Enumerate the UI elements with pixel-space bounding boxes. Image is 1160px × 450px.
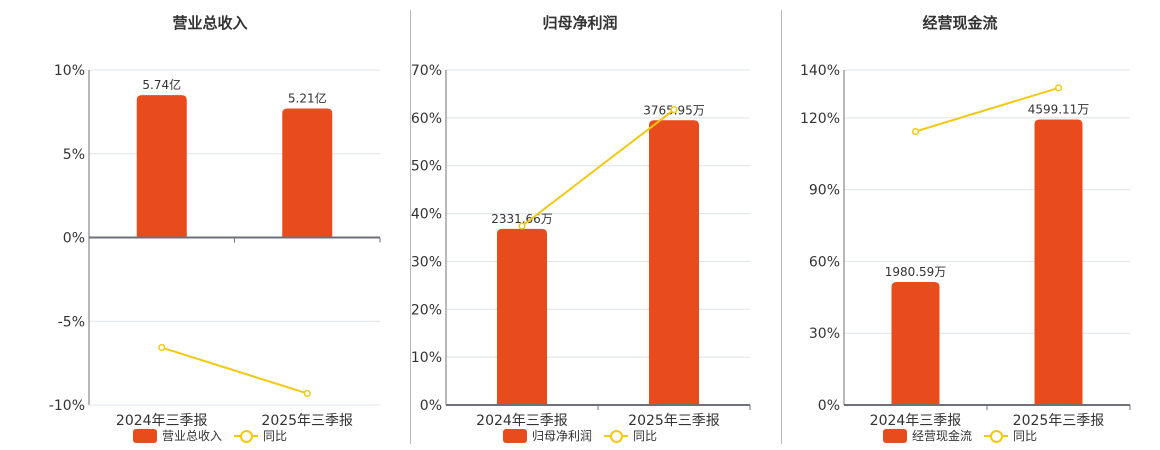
y-tick-label: 10% — [411, 350, 442, 366]
bar-value-label: 5.21亿 — [288, 91, 327, 106]
x-category-label: 2024年三季报 — [870, 413, 962, 429]
bar[interactable] — [282, 108, 333, 238]
bar-legend-swatch[interactable] — [503, 428, 527, 443]
line-legend-icon[interactable] — [984, 429, 1009, 443]
y-tick-label: 120% — [800, 111, 840, 127]
y-tick-label: 5% — [63, 147, 85, 163]
bar[interactable] — [136, 95, 187, 238]
y-tick-label: 40% — [411, 207, 442, 223]
yoy-point[interactable] — [670, 106, 678, 114]
x-category-label: 2025年三季报 — [261, 413, 353, 429]
legend-revenue: 营业总收入 同比 — [133, 427, 287, 444]
yoy-line — [161, 346, 308, 395]
chart-2: 140% 120% 90% 60% 30% 0% 1980.59万 2024年三季报 4599.… — [800, 63, 1131, 429]
y-tick-label: 30% — [809, 326, 840, 342]
bar[interactable] — [649, 120, 699, 405]
y-tick-label: 30% — [411, 254, 442, 270]
chart-title-cash-flow: 经营现金流 — [922, 14, 998, 32]
x-category-label: 2024年三季报 — [476, 413, 568, 429]
y-tick-label: 60% — [809, 254, 840, 270]
legend-bar-label[interactable]: 归母净利润 — [532, 429, 593, 443]
yoy-point[interactable] — [158, 343, 166, 352]
y-tick-label: 0% — [420, 398, 442, 414]
bar-value-label: 4599.11万 — [1028, 103, 1090, 117]
bar-legend-swatch[interactable] — [883, 428, 907, 443]
legend-line-label[interactable]: 同比 — [263, 429, 288, 443]
legend-line-label[interactable]: 同比 — [1013, 429, 1038, 443]
yoy-line — [521, 108, 675, 227]
y-tick-label: 0% — [63, 231, 85, 247]
line-legend-icon[interactable] — [604, 429, 629, 443]
chart-title-net-profit: 归母净利润 — [542, 14, 618, 32]
divider-right — [781, 10, 782, 444]
bar[interactable] — [497, 228, 547, 405]
yoy-point[interactable] — [518, 222, 526, 230]
y-tick-label: 70% — [411, 63, 442, 79]
yoy-point[interactable] — [911, 127, 920, 136]
legend-cash-flow: 经营现金流 同比 — [883, 427, 1037, 444]
chart-0: 10% 5% 0% -5% -10% 5.74亿 2024年三季报 5.21亿 2025年三季报 — [49, 63, 381, 429]
bar-value-label: 1980.59万 — [885, 265, 947, 279]
chart-title-revenue: 营业总收入 — [172, 14, 248, 32]
yoy-point[interactable] — [303, 389, 311, 397]
x-category-label: 2025年三季报 — [1013, 413, 1105, 429]
y-tick-label: -10% — [49, 398, 85, 414]
y-tick-label: 90% — [809, 183, 840, 199]
chart-1: 70%60%50%40%30%20%10%0%2331.66万2024年三季报3… — [411, 63, 751, 429]
legend-bar-label[interactable]: 经营现金流 — [912, 429, 973, 443]
y-tick-label: 60% — [411, 111, 442, 127]
y-tick-label: 10% — [54, 63, 85, 79]
bar-value-label: 5.74亿 — [142, 77, 181, 92]
y-tick-label: 50% — [411, 159, 442, 175]
legend-net-profit: 归母净利润 同比 — [503, 427, 657, 444]
yoy-line — [915, 86, 1059, 133]
divider-left — [410, 10, 411, 444]
bar[interactable] — [891, 282, 940, 405]
y-tick-label: -5% — [58, 314, 85, 330]
y-tick-label: 140% — [800, 63, 840, 79]
x-category-label: 2024年三季报 — [116, 413, 208, 429]
y-tick-label: 0% — [818, 398, 840, 414]
y-tick-label: 20% — [411, 302, 442, 318]
legend-bar-label[interactable]: 营业总收入 — [162, 429, 223, 443]
line-legend-icon[interactable] — [234, 429, 259, 443]
legend-line-label[interactable]: 同比 — [633, 429, 658, 443]
x-category-label: 2025年三季报 — [628, 413, 720, 429]
yoy-point[interactable] — [1054, 84, 1063, 92]
bar[interactable] — [1034, 119, 1083, 406]
bar-legend-swatch[interactable] — [133, 428, 157, 443]
